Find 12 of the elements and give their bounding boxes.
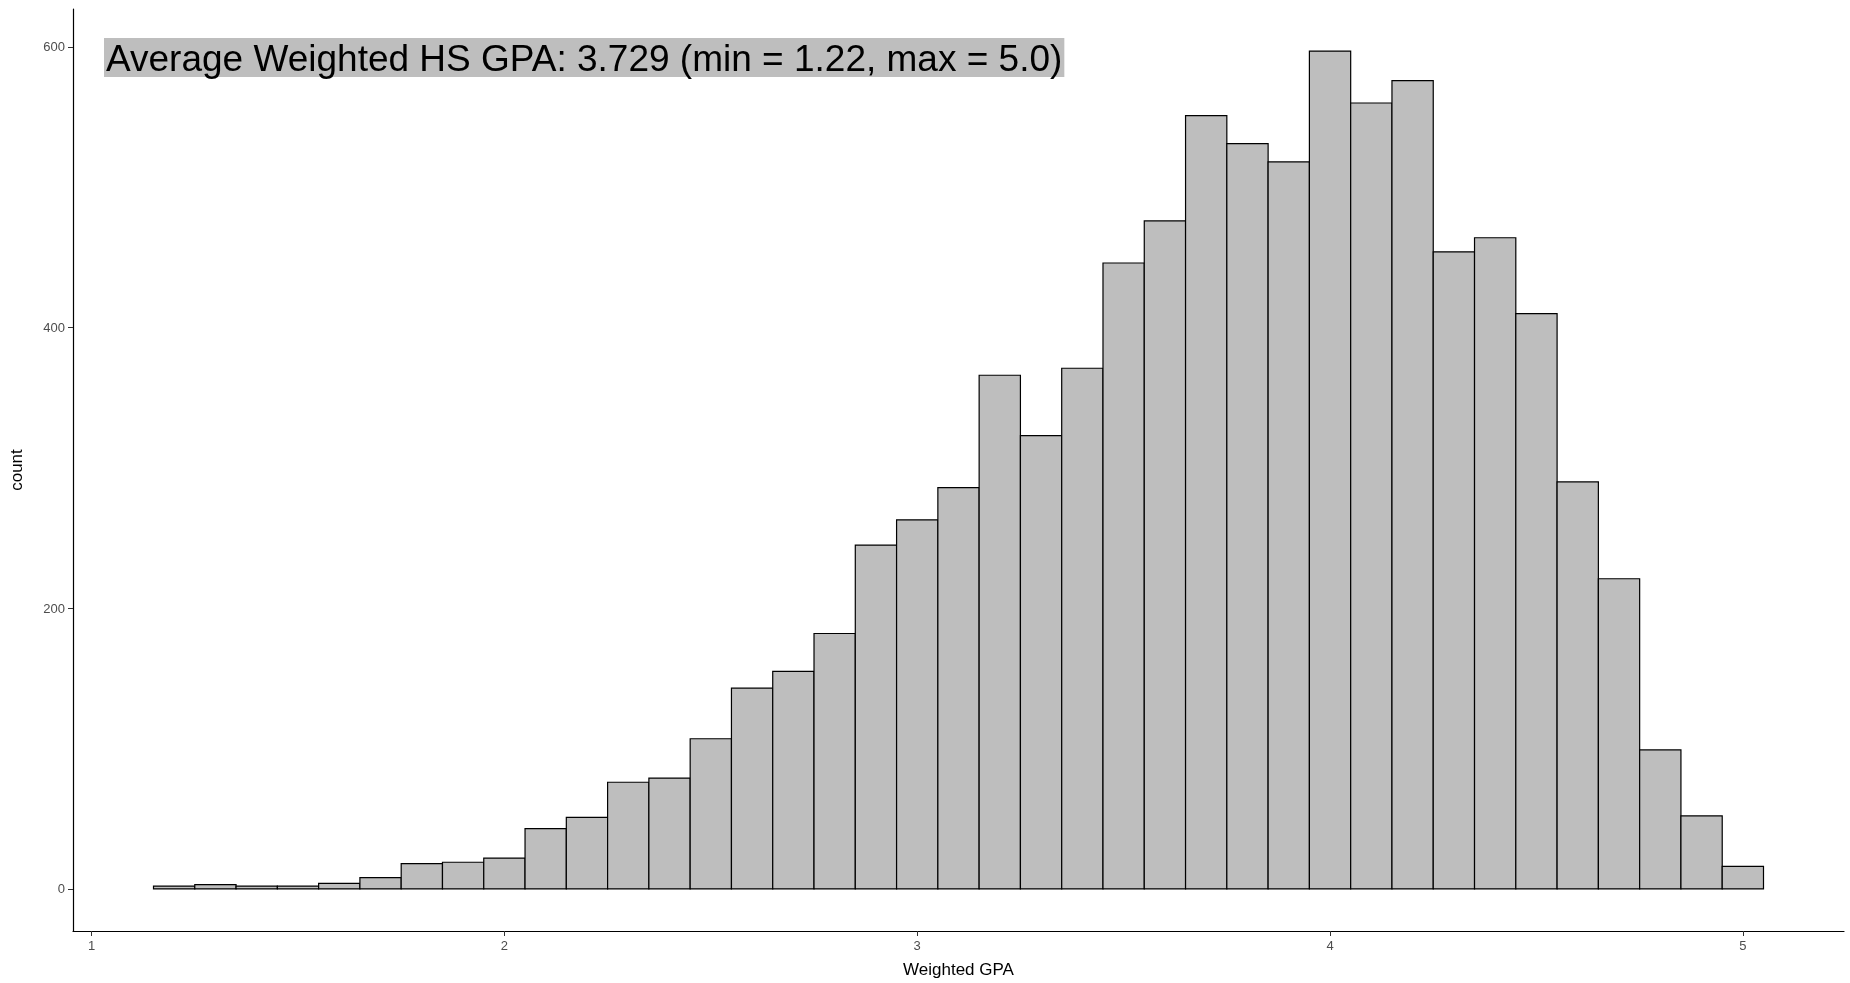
y-tick-label: 400 [43, 320, 65, 336]
y-tick-label: 0 [57, 881, 65, 897]
y-axis-title: count [7, 448, 26, 491]
x-tick-label: 3 [913, 938, 921, 953]
x-tick-label: 4 [1326, 938, 1334, 953]
x-tick-label: 2 [500, 938, 509, 953]
x-tick-label: 5 [1739, 938, 1747, 953]
x-axis-title: Weighted GPA [903, 960, 1015, 979]
annotation: Average Weighted HS GPA: 3.729 (min = 1.22, max = 5.0) [106, 38, 1063, 79]
x-tick-label: 1 [87, 938, 96, 953]
y-tick-label: 600 [43, 39, 65, 55]
y-tick-label: 200 [43, 600, 65, 616]
